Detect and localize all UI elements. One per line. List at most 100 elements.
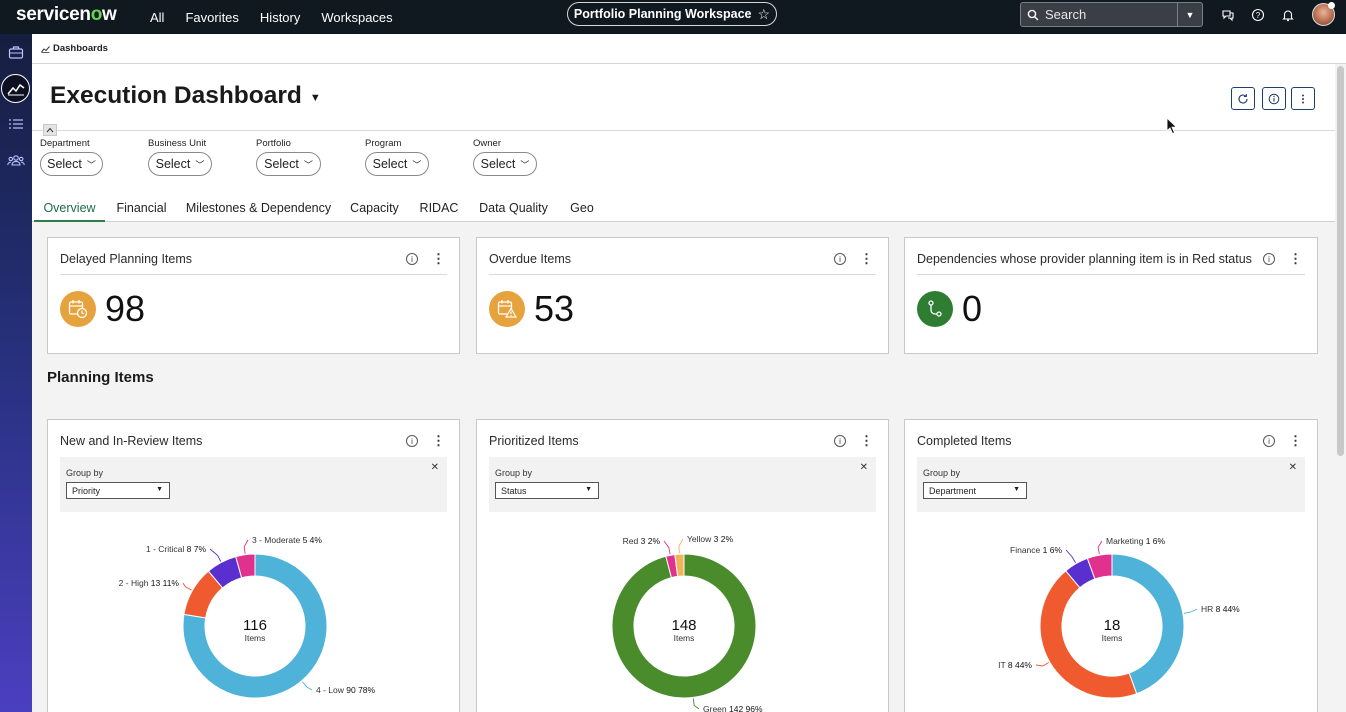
nav-all[interactable]: All: [150, 9, 165, 25]
donut-slice[interactable]: [1111, 553, 1185, 695]
nav-workspaces[interactable]: Workspaces: [321, 9, 393, 25]
more-vertical-icon[interactable]: ⋮: [1289, 251, 1302, 266]
breadcrumb-dashboards[interactable]: Dashboards: [53, 43, 108, 54]
info-icon[interactable]: i: [834, 435, 846, 447]
kpi-card-delayed[interactable]: Delayed Planning Items i ⋮ 98: [47, 237, 460, 354]
more-actions-button[interactable]: [1291, 87, 1315, 110]
collapse-filters-button[interactable]: [43, 124, 57, 136]
slice-label: Green 142 96%: [703, 704, 763, 712]
chart-title: New and In-Review Items: [60, 434, 203, 448]
more-vertical-icon[interactable]: ⋮: [432, 433, 445, 448]
tab-capacity[interactable]: Capacity: [350, 201, 399, 215]
servicenow-logo[interactable]: servicenow: [16, 4, 117, 25]
donut-center-value: 148: [671, 617, 696, 634]
info-icon[interactable]: i: [1263, 253, 1275, 265]
filter-value: Select: [155, 157, 191, 171]
slice-label: Finance 1 6%: [1010, 545, 1062, 555]
chat-icon[interactable]: [1221, 8, 1235, 22]
more-vertical-icon[interactable]: ⋮: [860, 433, 873, 448]
donut-slice[interactable]: [1086, 553, 1113, 580]
slice-leader-line: [663, 540, 671, 555]
tab-overview[interactable]: Overview: [34, 198, 105, 222]
slice-label: Yellow 3 2%: [687, 534, 733, 544]
top-nav: servicenow All Favorites History Workspa…: [0, 0, 1346, 34]
kpi-title: Dependencies whose provider planning ite…: [917, 252, 1252, 266]
chart-card-new-in-review[interactable]: New and In-Review Items i ⋮ Group by Pri…: [47, 419, 460, 712]
kpi-card-dependencies[interactable]: Dependencies whose provider planning ite…: [904, 237, 1318, 354]
search-scope-dropdown-icon[interactable]: ▼: [1177, 3, 1202, 26]
title-dropdown-icon[interactable]: ▼: [309, 92, 321, 104]
nav-favorites[interactable]: Favorites: [185, 9, 239, 25]
nav-history[interactable]: History: [259, 9, 301, 25]
more-vertical-icon[interactable]: ⋮: [1289, 433, 1302, 448]
slice-label: Red 3 2%: [623, 536, 661, 546]
donut-slice[interactable]: [1039, 570, 1138, 699]
refresh-icon: [1238, 93, 1248, 104]
scrollbar-thumb[interactable]: [1337, 66, 1344, 456]
rail-team-icon[interactable]: [0, 144, 32, 176]
star-icon[interactable]: ☆: [757, 5, 771, 22]
info-button[interactable]: [1262, 87, 1286, 110]
chevron-down-icon: ﹀: [86, 159, 96, 170]
group-by-select[interactable]: Priority ▼: [66, 482, 170, 499]
kpi-card-overdue[interactable]: Overdue Items i ⋮ 53: [476, 237, 889, 354]
filter-label: Owner: [473, 138, 501, 149]
breadcrumb: Dashboards: [32, 34, 1346, 64]
info-icon[interactable]: i: [406, 435, 418, 447]
tab-geo[interactable]: Geo: [570, 201, 594, 215]
tab-financial[interactable]: Financial: [116, 201, 167, 215]
slice-label: Marketing 1 6%: [1106, 536, 1166, 546]
chevron-down-icon: ﹀: [303, 159, 313, 170]
rail-list-icon[interactable]: [0, 108, 32, 140]
donut-slice[interactable]: [674, 553, 685, 577]
page-title[interactable]: Execution Dashboard ▼: [50, 82, 321, 110]
donut-slice[interactable]: [235, 553, 256, 579]
dependency-icon: [917, 291, 953, 327]
filter-select-department[interactable]: Select ﹀: [40, 152, 103, 176]
donut-center-label: Items: [245, 633, 266, 643]
info-icon[interactable]: i: [834, 253, 846, 265]
refresh-button[interactable]: [1231, 87, 1255, 110]
slice-label: HR 8 44%: [1201, 604, 1240, 614]
workspace-pill[interactable]: Portfolio Planning Workspace ☆: [567, 2, 777, 26]
notification-bell-icon[interactable]: [1281, 8, 1295, 22]
chart-card-prioritized[interactable]: Prioritized Items i ⋮ Group by Status ▼ ✕…: [476, 419, 889, 712]
tab-data-quality[interactable]: Data Quality: [479, 201, 548, 215]
more-vertical-icon[interactable]: ⋮: [860, 251, 873, 266]
group-by-select[interactable]: Status ▼: [495, 482, 599, 499]
close-icon[interactable]: ✕: [1288, 462, 1297, 473]
calendar-warning-icon: [489, 291, 525, 327]
chevron-up-icon: [46, 127, 54, 133]
card-divider: [917, 274, 1305, 275]
group-by-label: Group by: [66, 468, 104, 478]
chart-title: Prioritized Items: [489, 434, 579, 448]
tab-milestones-dependency[interactable]: Milestones & Dependency: [185, 201, 332, 215]
group-by-select[interactable]: Department ▼: [923, 482, 1027, 499]
global-search[interactable]: Search ▼: [1020, 2, 1203, 27]
workspace-name: Portfolio Planning Workspace: [573, 7, 752, 21]
svg-text:?: ?: [1256, 11, 1261, 20]
close-icon[interactable]: ✕: [859, 462, 868, 473]
donut-slice[interactable]: [182, 553, 328, 699]
section-title: Planning Items: [47, 369, 154, 386]
donut-chart[interactable]: 4 - Low 90 78% 2 - High 13 11% 1 - Critica…: [48, 520, 459, 712]
filter-select-owner[interactable]: Select ﹀: [473, 152, 537, 176]
rail-analytics-icon[interactable]: [1, 74, 30, 103]
filter-select-business-unit[interactable]: Select ﹀: [148, 152, 212, 176]
filter-select-program[interactable]: Select ﹀: [365, 152, 429, 176]
donut-chart[interactable]: HR 8 44% IT 8 44% Finance 1 6% Marketing 1 …: [905, 520, 1317, 712]
close-icon[interactable]: ✕: [430, 462, 439, 473]
info-icon[interactable]: i: [406, 253, 418, 265]
filter-department: Department Select ﹀: [40, 138, 103, 176]
rail-briefcase-icon[interactable]: [0, 36, 32, 68]
chart-card-completed[interactable]: Completed Items i ⋮ Group by Department ▼…: [904, 419, 1318, 712]
search-input[interactable]: Search: [1045, 7, 1087, 22]
filter-select-portfolio[interactable]: Select ﹀: [256, 152, 321, 176]
donut-slice[interactable]: [611, 553, 757, 699]
tab-ridac[interactable]: RIDAC: [419, 201, 459, 215]
info-icon[interactable]: i: [1263, 435, 1275, 447]
help-icon[interactable]: ?: [1251, 8, 1265, 22]
filter-label: Business Unit: [148, 138, 207, 149]
more-vertical-icon[interactable]: ⋮: [432, 251, 445, 266]
